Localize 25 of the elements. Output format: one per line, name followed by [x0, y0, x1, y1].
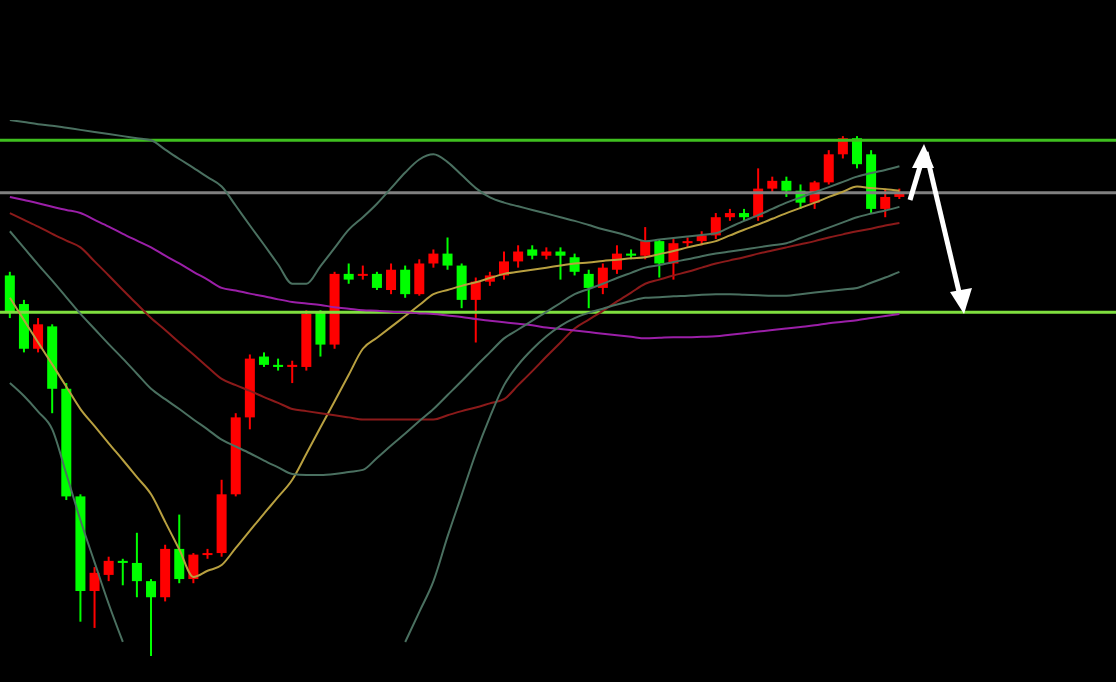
- candlestick: [89, 566, 100, 629]
- candlestick: [781, 175, 792, 198]
- candlestick: [456, 262, 467, 310]
- candlestick: [470, 276, 481, 344]
- candlestick: [146, 578, 157, 656]
- candlestick: [428, 248, 439, 269]
- candlestick: [386, 262, 397, 296]
- candlestick: [103, 555, 114, 583]
- candlestick: [513, 244, 524, 269]
- candlestick: [117, 557, 128, 587]
- candlestick: [4, 270, 15, 320]
- candlestick: [131, 531, 142, 599]
- candlestick: [880, 187, 891, 219]
- candlestick: [343, 262, 354, 285]
- candlestick: [371, 270, 382, 291]
- candlestick: [174, 513, 185, 585]
- candlestick: [287, 359, 298, 385]
- candlestick: [823, 149, 834, 186]
- candlestick: [414, 258, 425, 297]
- candlestick: [640, 226, 651, 261]
- candlestick: [583, 268, 594, 310]
- candlestick: [555, 246, 566, 281]
- candlestick: [400, 264, 411, 299]
- candlestick: [315, 309, 326, 358]
- candlestick: [442, 236, 453, 271]
